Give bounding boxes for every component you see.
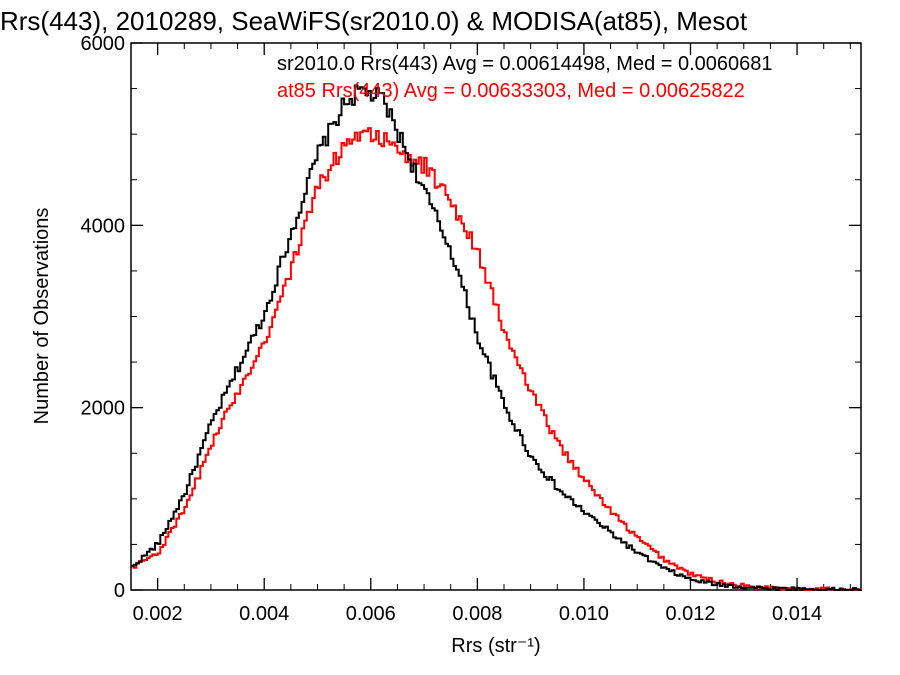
- chart-title: Rrs(443), 2010289, SeaWiFS(sr2010.0) & M…: [0, 6, 748, 36]
- annotation-at85: at85 Rrs(443) Avg = 0.00633303, Med = 0.…: [277, 80, 745, 102]
- series-sr2010-0-line: [131, 84, 862, 591]
- x-tick-label: 0.002: [133, 603, 183, 625]
- x-axis: 0.002 0.004 0.006 0.008 0.010 0.012 0.014: [130, 43, 851, 625]
- x-tick-label: 0.006: [346, 603, 396, 625]
- plot-frame: [130, 42, 862, 591]
- y-axis-label: Number of Observations: [31, 208, 53, 425]
- y-tick-label: 6000: [81, 33, 126, 55]
- x-axis-label: Rrs (str⁻¹): [451, 635, 540, 657]
- x-tick-label: 0.012: [665, 603, 715, 625]
- x-tick-label: 0.014: [772, 603, 822, 625]
- annotation-sr2010: sr2010.0 Rrs(443) Avg = 0.00614498, Med …: [277, 53, 773, 75]
- series-layer: [131, 84, 862, 591]
- x-tick-label: 0.010: [559, 603, 609, 625]
- y-axis: 0 2000 4000 6000: [81, 33, 861, 602]
- x-tick-label: 0.004: [239, 603, 289, 625]
- series-at85-line: [131, 127, 862, 591]
- y-tick-label: 0: [114, 580, 125, 602]
- y-tick-label: 4000: [81, 215, 126, 237]
- y-tick-label: 2000: [81, 398, 126, 420]
- x-tick-label: 0.008: [452, 603, 502, 625]
